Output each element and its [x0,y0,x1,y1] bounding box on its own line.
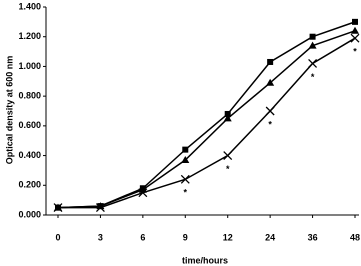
marker [95,203,105,213]
marker [308,41,317,49]
marker [180,174,190,184]
marker [223,151,233,161]
marker [308,58,318,68]
marker [267,58,274,65]
x-tick-label: 9 [183,232,188,242]
x-tick-label: 36 [308,232,318,242]
marker [350,33,360,43]
annotation: * [226,164,230,174]
marker [224,110,231,117]
marker [352,18,358,25]
marker [266,78,275,86]
x-tick-label: 12 [223,232,233,242]
series-line [57,30,356,209]
x-tick-label: 48 [350,232,360,242]
marker [182,146,189,153]
y-tick-label: 1.000 [18,61,41,71]
x-tick-label: 3 [98,232,103,242]
annotation: * [353,47,357,57]
marker [53,203,63,213]
y-axis-label: Optical density at 600 nm [4,56,14,165]
y-tick-label: 1.400 [18,1,41,11]
x-tick-label: 6 [140,232,145,242]
y-tick-label: 0.800 [18,91,41,101]
y-tick-label: 0.600 [18,120,41,130]
x-tick-label: 0 [55,232,60,242]
marker [223,114,232,122]
x-tick-label: 24 [265,232,275,242]
annotation: * [311,72,315,82]
y-tick-label: 0.200 [18,180,41,190]
x-axis-label: time/hours [182,255,228,265]
annotation: * [184,188,188,198]
annotation: * [268,119,272,129]
marker [309,33,316,40]
marker [181,156,190,164]
y-tick-label: 0.000 [18,209,41,219]
y-tick-label: 1.200 [18,31,41,41]
y-tick-label: 0.400 [18,150,41,160]
marker [351,26,359,34]
series-line [57,21,356,209]
marker [265,106,275,116]
series-line [58,37,356,209]
marker [138,188,148,198]
